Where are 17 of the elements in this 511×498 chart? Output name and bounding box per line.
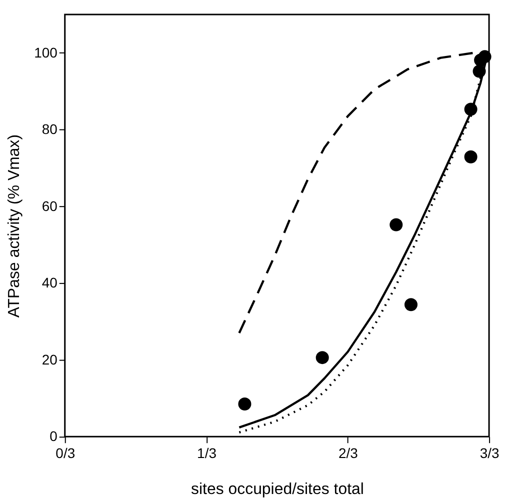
x-tick-label: 1/3	[197, 445, 217, 462]
x-tick-label: 2/3	[338, 445, 358, 462]
y-tick-label: 60	[42, 198, 58, 214]
y-tick-label: 80	[42, 121, 58, 138]
y-tick-label: 0	[50, 428, 58, 444]
point	[238, 398, 252, 411]
y-tick-label: 100	[34, 44, 58, 60]
point	[390, 218, 403, 232]
x-axis-title: sites occupied/sites total	[190, 481, 364, 498]
y-axis-title: ATPase activity (% Vmax)	[6, 134, 24, 318]
y-tick-label: 40	[42, 274, 58, 291]
x-tick-label: 3/3	[480, 445, 500, 462]
point	[316, 351, 329, 364]
y-tick-label: 20	[42, 351, 58, 368]
point	[464, 150, 478, 164]
point	[404, 298, 418, 312]
x-tick-label: 0/3	[56, 445, 76, 462]
